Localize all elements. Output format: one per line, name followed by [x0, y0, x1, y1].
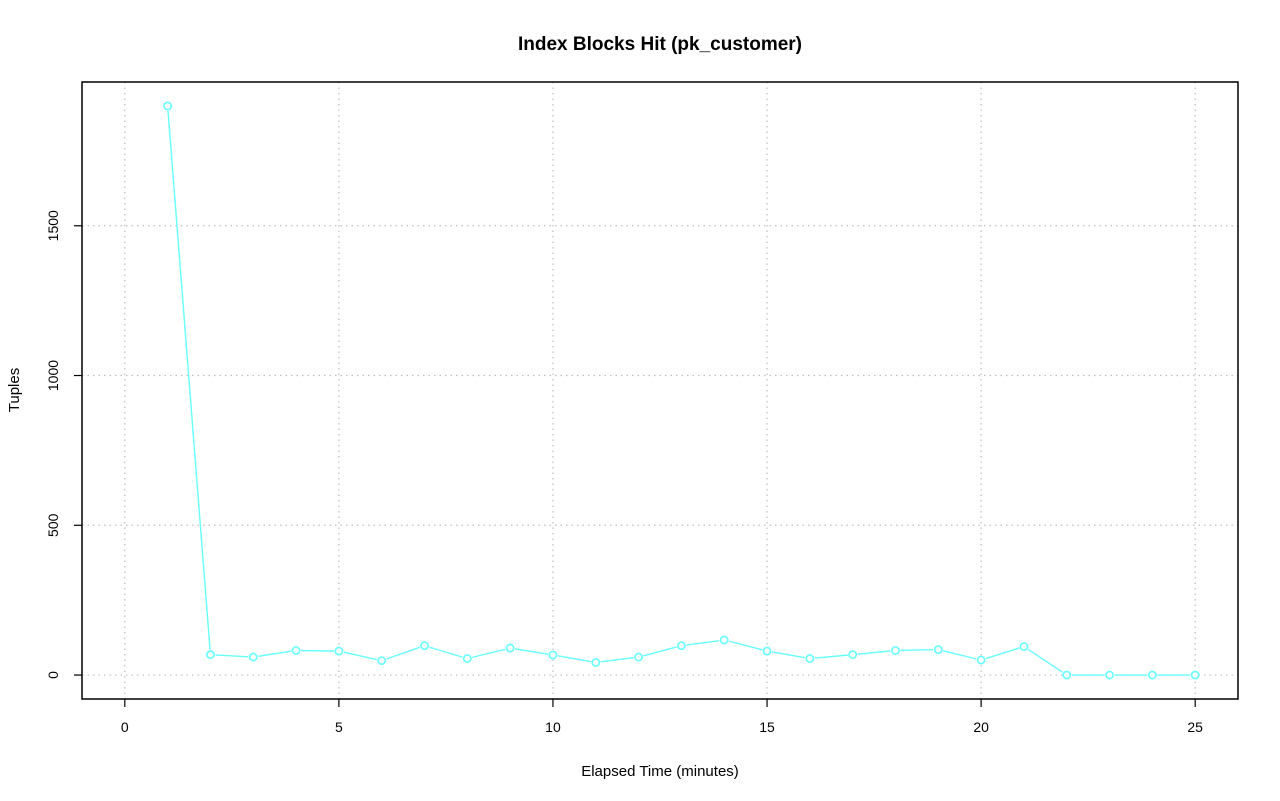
data-point [1105, 670, 1114, 680]
data-point [719, 635, 729, 645]
x-tick-label: 15 [759, 719, 775, 735]
grid [82, 82, 1238, 699]
series-line-segment [472, 648, 506, 659]
chart-title: Index Blocks Hit (pk_customer) [518, 34, 802, 55]
y-tick-label: 0 [45, 671, 61, 679]
data-point [163, 101, 173, 111]
series-line-segment [429, 646, 463, 658]
x-tick-label: 20 [973, 719, 989, 735]
series-line-segment [942, 650, 977, 660]
series-line-segment [643, 646, 677, 657]
data-point [505, 643, 515, 653]
series-layer [163, 101, 1200, 680]
x-tick-label: 25 [1187, 719, 1203, 735]
data-point [634, 652, 643, 662]
series-line-segment [1027, 648, 1063, 673]
data-point [976, 655, 986, 665]
y-axis-label: Tuples [6, 368, 23, 412]
plot-frame [81, 81, 1239, 700]
data-point [677, 641, 686, 651]
series-line-segment [167, 110, 211, 650]
data-point [933, 645, 943, 654]
y-tick-label: 1500 [45, 210, 61, 241]
y-tick-label: 500 [45, 513, 61, 537]
series-line-segment [600, 656, 634, 663]
data-point [462, 654, 472, 663]
series-line-segment [514, 648, 549, 655]
series-line-segment [814, 654, 848, 659]
data-point [248, 652, 258, 662]
series-line-segment [557, 655, 591, 663]
x-tick-label: 5 [335, 719, 343, 735]
data-point [377, 656, 387, 666]
data-point [805, 654, 815, 663]
series-line-segment [985, 647, 1020, 660]
series-line-segment [900, 648, 934, 652]
data-point [1062, 670, 1072, 680]
series-line-segment [857, 650, 891, 655]
data-point [206, 650, 215, 660]
axes: 0 5 10 15 20 25 0 500 1000 1500 [45, 210, 1203, 735]
series-line-segment [258, 650, 292, 657]
series-line-segment [215, 654, 249, 658]
series-line-segment [728, 640, 763, 651]
data-point [762, 646, 772, 656]
series-line-segment [343, 651, 377, 661]
series-0 [163, 101, 1200, 680]
data-point [1147, 670, 1157, 680]
series-line-segment [386, 646, 421, 660]
data-point [291, 646, 301, 655]
data-point [1019, 642, 1029, 651]
x-axis-label: Elapsed Time (minutes) [581, 763, 739, 780]
data-point [420, 641, 429, 651]
series-line-segment [771, 651, 806, 659]
data-point [891, 646, 900, 655]
x-tick-label: 0 [121, 719, 129, 735]
data-point [1190, 670, 1200, 680]
data-point [591, 658, 601, 667]
y-tick-label: 1000 [45, 360, 61, 391]
series-line-segment [686, 639, 720, 646]
data-point [334, 646, 344, 656]
data-point [848, 650, 858, 660]
x-tick-label: 10 [545, 719, 561, 735]
data-point [548, 650, 558, 660]
